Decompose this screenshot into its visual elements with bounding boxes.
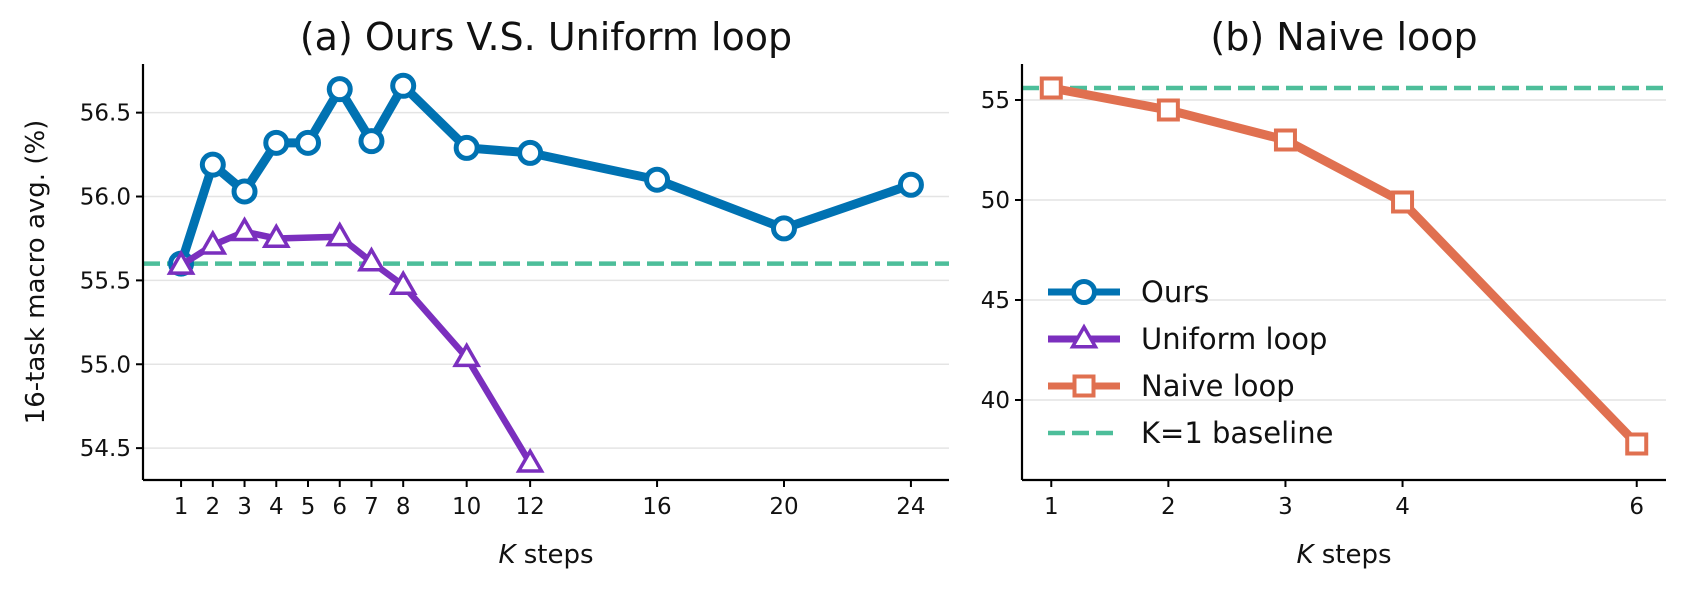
data-point-ours-12	[897, 171, 924, 198]
x-tick-label-a-0: 1	[174, 494, 189, 520]
data-point-naive-loop-3	[1391, 190, 1415, 214]
data-point-naive-loop-1	[1156, 98, 1180, 122]
data-point-uniform-loop-5	[357, 246, 386, 272]
legend-marker-naive-loop	[1072, 374, 1096, 398]
x-tick-label-a-2: 3	[237, 494, 252, 520]
data-point-ours-3	[263, 129, 290, 156]
y-tick-label-b-3: 55	[981, 88, 1010, 114]
x-tick-label-b-1: 2	[1161, 494, 1176, 520]
legend-label-naive-loop: Naive loop	[1141, 369, 1295, 403]
legend-label-ours: Ours	[1141, 275, 1209, 309]
data-point-uniform-loop-0	[166, 249, 196, 275]
data-point-uniform-loop-6	[388, 269, 418, 295]
data-point-ours-1	[199, 151, 226, 178]
y-tick-label-b-2: 50	[981, 188, 1010, 214]
y-axis-label-a: 16-task macro avg. (%)	[21, 120, 51, 425]
data-point-ours-8	[453, 134, 480, 161]
data-point-naive-loop-2	[1273, 128, 1297, 152]
data-point-uniform-loop-8	[515, 447, 545, 473]
x-tick-label-b-0: 1	[1044, 494, 1059, 520]
x-axis-label-a: K steps	[498, 540, 593, 570]
legend-marker-ours	[1071, 279, 1097, 305]
x-tick-label-a-8: 10	[452, 494, 481, 520]
legend-marker-uniform-loop	[1069, 323, 1099, 349]
panel-b-naive-loop: 40 45 50 55 1 2 3 4 6 (b) Naive loop K steps	[981, 15, 1666, 570]
x-tick-label-a-9: 12	[515, 494, 544, 520]
data-point-uniform-loop-2	[230, 216, 259, 242]
legend: Ours Uniform loop Naive loop K=1 baseline	[1048, 275, 1333, 450]
y-tick-label-a-3: 56.0	[80, 185, 131, 211]
x-axis-label-b: K steps	[1296, 540, 1391, 570]
data-point-ours-10	[644, 166, 671, 193]
data-point-uniform-loop-7	[452, 342, 482, 368]
x-tick-label-a-10: 16	[642, 494, 671, 520]
data-point-ours-6	[358, 128, 385, 155]
x-tick-label-a-6: 7	[364, 494, 379, 520]
data-point-naive-loop-4	[1625, 432, 1649, 456]
x-tick-label-a-4: 5	[301, 494, 316, 520]
legend-label-uniform-loop: Uniform loop	[1141, 322, 1327, 356]
data-point-ours-4	[295, 129, 322, 156]
chart-title-a: (a) Ours V.S. Uniform loop	[300, 15, 792, 59]
y-tick-label-a-4: 56.5	[80, 101, 131, 127]
x-tick-label-a-5: 6	[332, 494, 347, 520]
x-tick-label-a-1: 2	[205, 494, 220, 520]
x-tick-label-a-7: 8	[396, 494, 411, 520]
legend-label-k-1-baseline: K=1 baseline	[1141, 416, 1333, 450]
x-tick-label-b-3: 4	[1395, 494, 1410, 520]
y-tick-label-a-2: 55.5	[80, 268, 131, 294]
data-point-uniform-loop-3	[261, 222, 291, 249]
series-line-naive-loop	[1046, 83, 1642, 449]
data-point-ours-9	[517, 139, 544, 166]
data-point-ours-7	[390, 72, 417, 99]
y-tick-label-b-0: 40	[981, 388, 1010, 414]
data-point-ours-2	[231, 178, 258, 205]
y-tick-label-a-0: 54.5	[80, 436, 131, 462]
series-line-uniform-loop	[177, 228, 534, 467]
x-tick-label-b-4: 6	[1629, 494, 1644, 520]
panel-a-ours-vs-uniform: 54.555.055.556.056.51 2 3 4 5 6 7 8 10 12 16 20 24(a…	[21, 15, 949, 570]
x-tick-label-a-3: 4	[269, 494, 284, 520]
data-point-ours-11	[770, 215, 797, 242]
y-tick-label-b-1: 45	[981, 288, 1010, 314]
chart-title-b: (b) Naive loop	[1210, 15, 1477, 59]
x-tick-label-a-12: 24	[896, 494, 925, 520]
y-tick-label-a-1: 55.0	[80, 352, 131, 378]
x-tick-label-b-2: 3	[1278, 494, 1293, 520]
data-point-uniform-loop-4	[325, 221, 355, 247]
x-tick-label-a-11: 20	[769, 494, 798, 520]
data-point-uniform-loop-1	[198, 229, 228, 255]
data-point-naive-loop-0	[1039, 76, 1063, 100]
data-point-ours-5	[326, 76, 353, 103]
